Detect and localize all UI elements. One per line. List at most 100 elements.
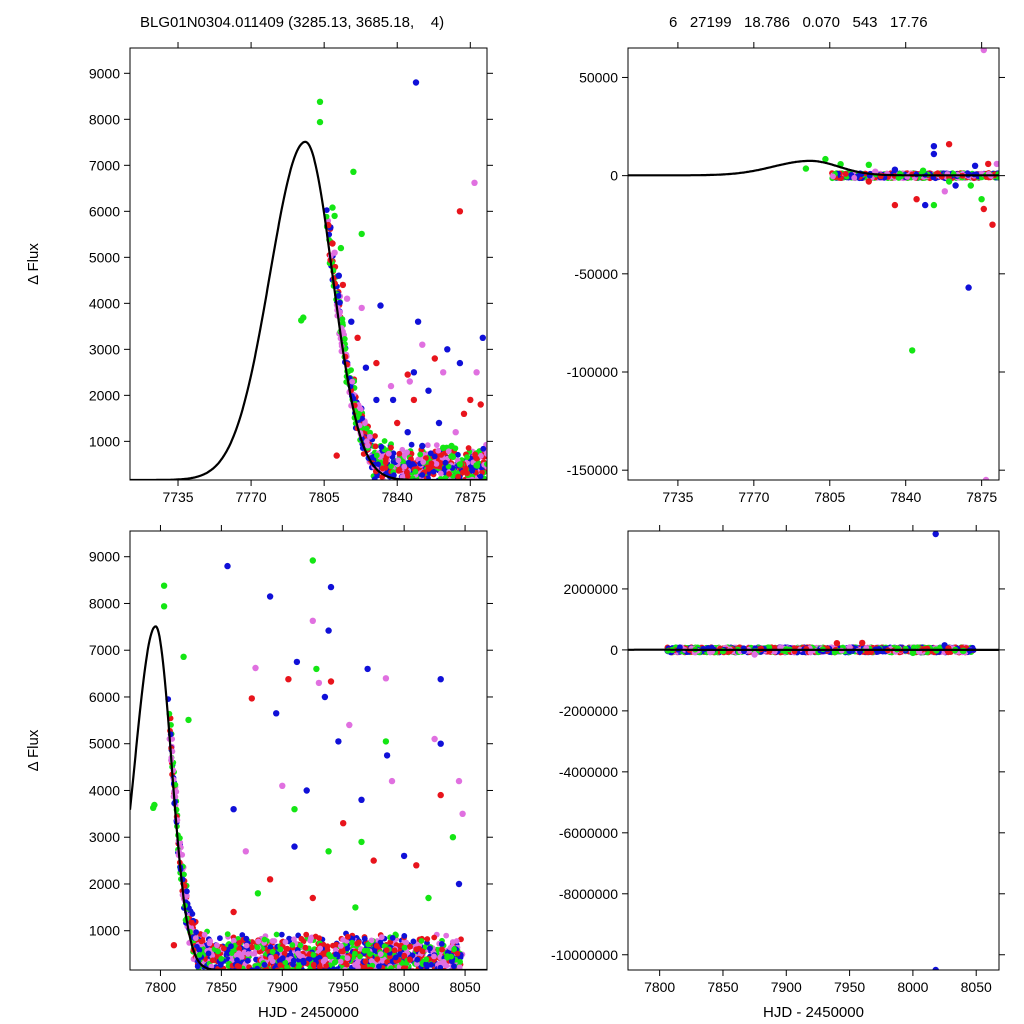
data-point [241, 977, 247, 983]
data-point [358, 796, 365, 803]
data-point [965, 284, 972, 291]
data-point [316, 118, 324, 126]
data-point [865, 178, 872, 185]
data-point [238, 954, 245, 960]
data-point [210, 971, 216, 977]
data-point [361, 935, 368, 942]
data-point [428, 460, 435, 467]
data-point [428, 490, 434, 496]
data-point [308, 935, 314, 942]
data-point [442, 482, 448, 488]
data-point [410, 938, 417, 945]
data-point [337, 244, 345, 252]
data-point [192, 935, 199, 941]
data-point [463, 482, 469, 488]
data-point [415, 485, 421, 491]
data-point [891, 166, 899, 173]
x-tick-label: 7900 [771, 979, 802, 995]
data-point [412, 79, 420, 86]
data-point [427, 450, 434, 457]
data-point [348, 318, 355, 325]
data-point [244, 957, 251, 964]
data-point [455, 473, 461, 480]
data-point [246, 975, 252, 981]
plot-frame [129, 530, 488, 971]
y-tick-label: 2000 [89, 387, 120, 403]
data-point [414, 956, 421, 963]
data-point [230, 937, 237, 944]
data-point [214, 942, 220, 949]
data-point [448, 453, 454, 460]
data-point [435, 419, 443, 427]
data-point [320, 958, 327, 965]
data-point [425, 894, 432, 902]
data-point [446, 471, 452, 477]
data-point [330, 970, 336, 976]
data-point [242, 848, 249, 855]
data-point [389, 935, 396, 941]
data-point [230, 972, 236, 978]
data-point [444, 346, 451, 353]
data-point [388, 463, 394, 470]
data-point [930, 150, 938, 158]
data-point [324, 943, 331, 950]
data-point [432, 974, 438, 980]
y-tick-label: -4000000 [559, 764, 618, 780]
plot-area [628, 531, 999, 970]
data-point [254, 965, 261, 970]
data-point [410, 369, 418, 376]
data-point [255, 971, 261, 977]
data-point [234, 963, 241, 969]
data-point [456, 461, 464, 468]
data-point [424, 936, 431, 942]
y-tick-label: 3000 [89, 341, 120, 357]
data-point [300, 959, 307, 966]
data-point [484, 461, 487, 467]
y-tick-label: 9000 [89, 65, 120, 81]
data-point [443, 932, 450, 939]
data-point [417, 451, 424, 458]
data-point [261, 936, 268, 943]
data-point [439, 480, 445, 486]
data-point [316, 98, 324, 106]
data-point [229, 950, 235, 956]
data-point [445, 463, 452, 470]
data-point [328, 970, 334, 976]
data-point [368, 937, 375, 944]
data-point [363, 438, 370, 445]
model-curve [628, 159, 999, 177]
data-point [833, 640, 841, 647]
data-point [316, 963, 323, 970]
y-tick-label: -10000000 [551, 947, 618, 963]
data-point [978, 196, 985, 203]
data-point [338, 943, 344, 949]
y-tick-label: -150000 [567, 462, 619, 478]
x-tick-label: 7735 [662, 489, 693, 505]
data-point [423, 956, 430, 963]
data-point [909, 649, 917, 657]
data-point [397, 951, 403, 958]
model-curve [130, 625, 487, 970]
data-point [363, 425, 370, 432]
data-point [277, 962, 284, 968]
data-point [379, 972, 385, 978]
data-point [357, 953, 363, 960]
data-point [261, 961, 268, 968]
data-point [437, 791, 444, 799]
data-point [385, 450, 392, 457]
data-point [364, 665, 371, 673]
data-point [431, 355, 438, 362]
data-point [396, 450, 403, 457]
data-point [419, 472, 426, 478]
data-point [392, 954, 399, 961]
data-point [445, 448, 452, 455]
data-point [373, 396, 380, 404]
data-point [373, 452, 380, 459]
data-point [352, 950, 358, 957]
data-point [842, 171, 849, 177]
data-point [456, 359, 464, 367]
data-point [224, 931, 231, 937]
data-point [160, 603, 168, 610]
data-point [363, 971, 369, 977]
data-point [413, 862, 420, 869]
